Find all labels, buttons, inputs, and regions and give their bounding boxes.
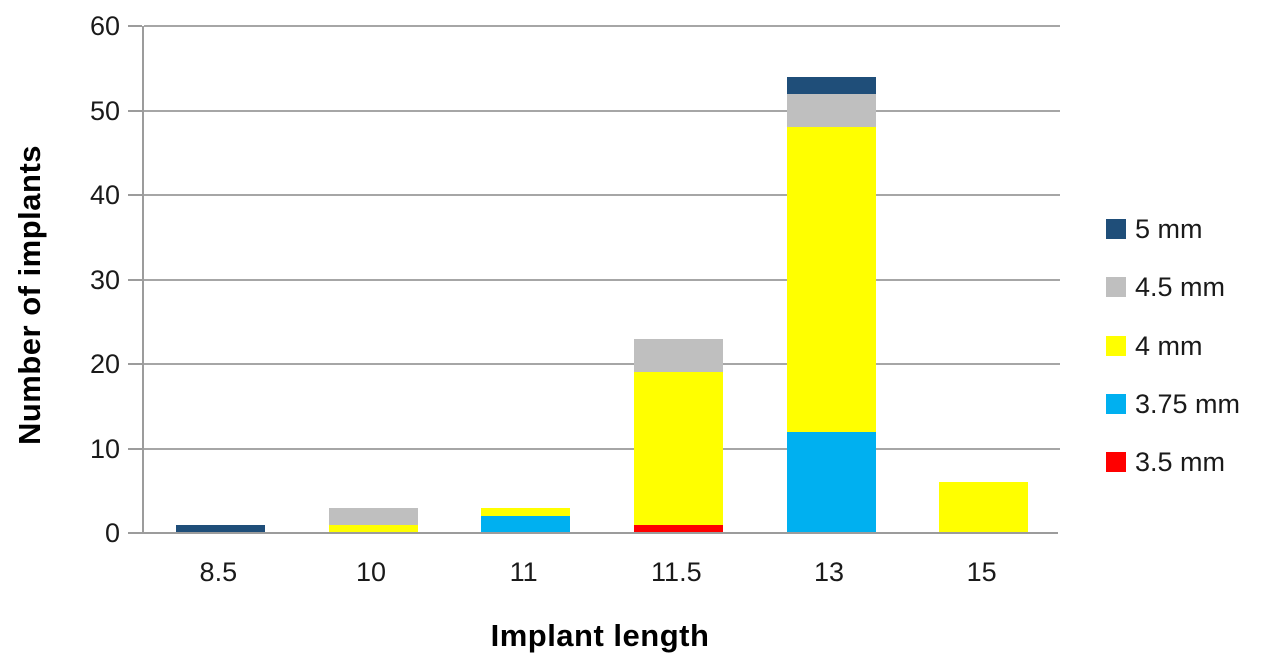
legend-label: 3.5 mm (1135, 447, 1226, 478)
bar-segment-10-4 mm (328, 524, 418, 533)
x-axis-line (128, 532, 1058, 534)
bar-segment-13-5 mm (786, 76, 876, 94)
y-tick-mark-40 (128, 194, 142, 196)
bar-segment-8.5-5 mm (175, 524, 265, 533)
legend-swatch-icon (1106, 452, 1126, 473)
bar-13 (786, 26, 876, 533)
bar-segment-11.5-3.5 mm (633, 524, 723, 533)
gridline-60 (144, 25, 1060, 28)
bar-11.5 (633, 26, 723, 533)
bar-15 (939, 26, 1029, 533)
bar-10 (328, 26, 418, 533)
x-tick-label-10: 10 (355, 557, 386, 587)
gridline-20 (144, 363, 1060, 365)
bar-segment-13-3.75 mm (786, 431, 876, 533)
x-tick-label-11: 11 (509, 557, 538, 587)
bar-segment-11.5-4.5 mm (633, 338, 723, 373)
gridline-10 (144, 447, 1060, 450)
legend-label: 5 mm (1135, 214, 1203, 244)
bar-segment-10-4.5 mm (328, 507, 418, 525)
gridline-30 (144, 278, 1060, 281)
legend-item-3.75 mm: 3.75 mm (1106, 389, 1240, 419)
legend-label: 3.75 mm (1135, 388, 1241, 419)
legend-label: 4.5 mm (1135, 272, 1226, 303)
y-tick-label-60: 60 (89, 11, 120, 41)
legend-label: 4 mm (1135, 330, 1203, 361)
y-tick-mark-60 (128, 25, 142, 27)
bar-segment-11.5-4 mm (633, 372, 723, 525)
bar-segment-13-4 mm (786, 127, 876, 432)
y-tick-label-20: 20 (89, 349, 120, 379)
x-axis-title: Implant length (490, 618, 710, 653)
legend-item-3.5 mm: 3.5 mm (1106, 447, 1225, 477)
y-tick-label-40: 40 (89, 180, 120, 210)
legend-item-5 mm: 5 mm (1106, 214, 1203, 244)
bar-segment-11-3.75 mm (481, 516, 571, 533)
y-tick-label-50: 50 (89, 95, 120, 126)
bar-segment-13-4.5 mm (786, 93, 876, 128)
bar-segment-11-4 mm (481, 507, 571, 517)
y-tick-label-10: 10 (89, 433, 120, 464)
x-tick-label-15: 15 (966, 557, 997, 587)
y-tick-mark-10 (128, 447, 142, 450)
y-tick-label-0: 0 (104, 518, 120, 548)
legend-swatch-icon (1106, 219, 1126, 239)
x-tick-label-13: 13 (813, 557, 844, 587)
y-tick-mark-50 (128, 109, 142, 112)
plot-area (142, 25, 1060, 533)
y-tick-mark-0 (128, 532, 142, 534)
y-tick-mark-20 (128, 363, 142, 365)
gridline-50 (144, 109, 1060, 112)
legend-item-4.5 mm: 4.5 mm (1106, 272, 1225, 302)
legend-item-4 mm: 4 mm (1106, 331, 1203, 361)
y-tick-mark-30 (128, 278, 142, 281)
x-tick-label-8.5: 8.5 (199, 557, 238, 587)
x-tick-label-11.5: 11.5 (651, 557, 702, 587)
bar-segment-15-4 mm (939, 482, 1029, 533)
legend-swatch-icon (1106, 277, 1126, 298)
y-tick-label-30: 30 (89, 264, 120, 295)
bar-11 (481, 26, 571, 533)
bar-8.5 (175, 26, 265, 533)
legend-swatch-icon (1106, 393, 1126, 414)
legend-swatch-icon (1106, 335, 1126, 356)
gridline-40 (144, 194, 1060, 196)
